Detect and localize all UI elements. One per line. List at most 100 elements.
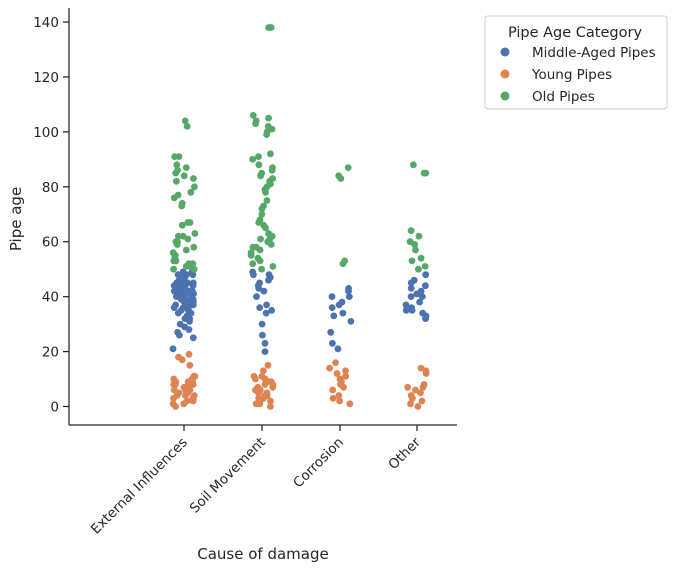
data-point [188,287,196,295]
data-point [417,254,425,262]
data-point [172,301,180,309]
data-point [258,320,266,328]
data-point [417,389,424,397]
data-point [329,394,337,402]
data-point [182,164,190,172]
data-point [267,378,275,386]
legend-marker [500,91,510,101]
data-point [190,175,197,182]
data-point [186,361,194,369]
data-point [268,307,276,314]
data-point [407,293,415,300]
data-point [418,397,426,405]
data-point [173,177,180,185]
data-point [180,383,188,391]
y-tick-label: 80 [42,180,59,196]
data-point [269,175,277,182]
data-point [342,367,349,375]
data-point [255,153,262,161]
data-point [265,24,272,31]
data-point [336,397,343,405]
y-ticks: 0 20 40 60 80 100 120 140 [33,15,69,416]
data-point [176,320,184,328]
data-point [255,161,263,169]
data-point [191,183,198,191]
data-point [329,386,337,394]
data-point [407,392,415,399]
y-tick-label: 140 [33,15,59,31]
data-point [258,372,266,380]
data-point [264,123,272,130]
data-point [179,304,187,311]
data-point [414,403,422,410]
data-point [335,172,343,180]
data-point [189,260,197,268]
data-point [265,114,272,122]
data-point [258,169,266,177]
data-point [265,230,272,237]
data-point [338,298,346,306]
legend-entries: Middle-Aged Pipes Young Pipes Old Pipes [500,45,656,105]
data-point [259,367,267,375]
data-point [260,287,268,295]
data-point [264,361,272,369]
data-point [175,353,182,361]
legend-frame [484,15,668,110]
legend-label: Middle-Aged Pipes [532,45,656,61]
data-point [187,188,195,196]
data-point [339,309,347,317]
data-point [421,263,429,270]
y-tick-label: 60 [42,235,59,251]
data-point [258,210,266,218]
legend-marker [500,47,510,57]
y-tick-label: 120 [33,70,59,86]
data-point [263,389,271,397]
data-point [174,328,182,336]
data-point [265,271,273,279]
data-point [174,238,181,246]
data-point [262,309,270,317]
data-point [410,161,417,169]
legend: Pipe Age Category Middle-Aged Pipes Young… [484,15,668,110]
data-point [190,392,198,399]
data-point [269,263,277,270]
data-point [336,375,344,383]
data-point [347,318,355,325]
data-point [174,191,182,199]
data-point [259,331,266,339]
data-point [256,304,264,311]
x-tick-label: Other [385,434,424,473]
data-point [416,298,423,306]
data-point [327,328,335,336]
data-point [267,150,274,158]
data-point [410,276,418,284]
data-point [419,309,427,317]
data-point [189,334,197,342]
data-point [420,381,428,388]
data-point [407,285,415,292]
data-point [267,397,274,405]
data-point [332,359,339,366]
data-point [258,265,265,273]
y-tick-label: 100 [33,125,59,141]
data-point [404,383,412,391]
data-point [269,164,276,172]
data-point [190,372,198,380]
data-point [179,268,187,276]
data-point [191,230,199,237]
data-point [402,301,410,309]
data-point [328,293,336,300]
data-point [180,172,188,180]
data-point [422,271,430,279]
data-point [257,235,264,243]
data-point [412,246,419,254]
x-tick-label: External Influences [88,435,191,538]
data-point [334,345,342,353]
data-point [267,403,274,410]
data-point [326,364,333,372]
data-point [407,400,414,408]
data-point [417,287,425,295]
data-point [182,246,190,254]
data-point [333,370,341,377]
